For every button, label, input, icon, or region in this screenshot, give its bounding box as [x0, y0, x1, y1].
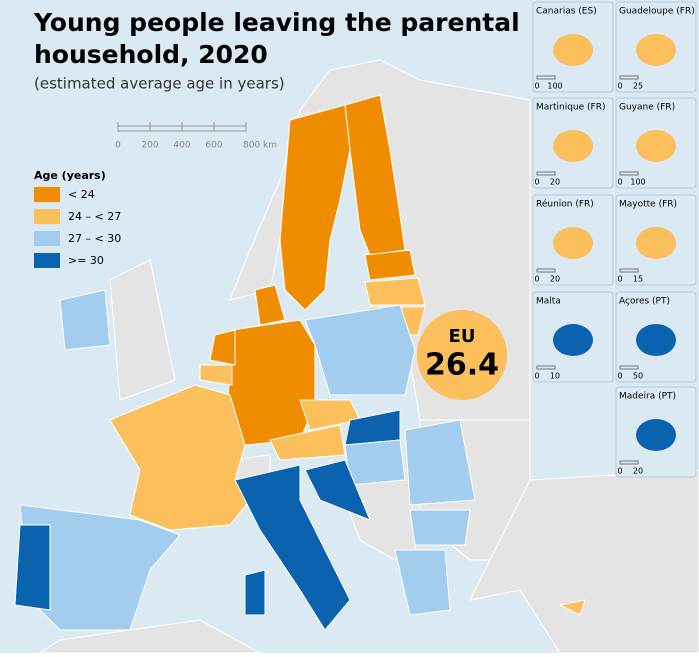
badge-circle [417, 310, 507, 400]
inset-title: Malta [536, 297, 561, 307]
inset-title: Guadeloupe (FR) [619, 7, 695, 17]
region [304, 304, 416, 396]
countries [14, 94, 586, 631]
inset: Madeira (PT) 0 20 [615, 386, 697, 478]
inset-land [553, 130, 593, 162]
inset: Guyane (FR) 0 100 [615, 97, 697, 189]
region [344, 439, 406, 486]
region [364, 249, 416, 281]
region [227, 319, 316, 446]
legend-swatch [34, 187, 60, 202]
region [409, 509, 471, 546]
scale-label: 600 [205, 141, 222, 151]
legend-label: >= 30 [68, 254, 104, 267]
title: Young people leaving the parental househo… [33, 8, 520, 69]
inset-scale [619, 460, 639, 465]
inset-scale-label: 100 [547, 82, 562, 91]
inset-title: Réunion (FR) [536, 199, 594, 210]
badge-value: 26.4 [425, 348, 499, 383]
inset-scale-label: 100 [630, 178, 645, 187]
inset: Canarias (ES) 0 100 [532, 1, 614, 93]
inset-scale [536, 365, 556, 370]
region [244, 569, 266, 616]
legend-label: 24 – < 27 [68, 210, 121, 223]
region [364, 277, 426, 306]
region [279, 104, 351, 311]
inset: Malta 0 10 [532, 291, 614, 383]
inset-title: Guyane (FR) [619, 103, 675, 113]
region [209, 329, 236, 366]
inset-scale-label: 15 [633, 275, 643, 284]
inset-land [553, 34, 593, 66]
inset: Martinique (FR) 0 20 [532, 97, 614, 189]
region [558, 599, 586, 616]
inset-title: Martinique (FR) [536, 103, 605, 113]
inset-title: Madeira (PT) [619, 392, 676, 402]
inset-scale-label: 0 [617, 275, 622, 284]
scale-label: 200 [141, 141, 158, 151]
scale-label: 800 km [243, 141, 277, 151]
legend: Age (years) < 24 24 – < 27 27 – < 30 >= 30 [34, 169, 121, 268]
title-block: Young people leaving the parental househo… [33, 8, 520, 93]
legend-label: 27 – < 30 [68, 232, 121, 245]
inset-land [636, 130, 676, 162]
region [199, 364, 233, 386]
region [304, 459, 371, 521]
region [404, 419, 476, 506]
inset-scale [619, 268, 639, 273]
eu-badge: EU 26.4 [417, 310, 507, 400]
region [14, 524, 51, 611]
legend-title: Age (years) [34, 169, 106, 182]
region [394, 549, 451, 616]
inset-land [636, 324, 676, 356]
region [254, 284, 286, 326]
inset-scale-label: 20 [550, 178, 560, 187]
subtitle: (estimated average age in years) [34, 75, 285, 93]
inset-scale-label: 0 [534, 275, 539, 284]
inset-scale-label: 0 [617, 82, 622, 91]
inset-scale [619, 365, 639, 370]
inset-scale [536, 268, 556, 273]
inset-scale [536, 171, 556, 176]
inset-scale-label: 10 [550, 372, 560, 381]
inset-scale-label: 0 [617, 178, 622, 187]
region [234, 464, 351, 631]
inset-scale [536, 75, 556, 80]
inset-scale-label: 25 [633, 82, 643, 91]
legend-swatch [34, 231, 60, 246]
inset-scale-label: 0 [534, 372, 539, 381]
scale-label: 0 [115, 141, 121, 151]
inset-land [636, 419, 676, 451]
scale-bar: 0 200 400 600 800 km [115, 122, 277, 151]
inset-scale [619, 75, 639, 80]
inset-land [553, 324, 593, 356]
scale-label: 400 [173, 141, 190, 151]
inset-scale-label: 20 [550, 275, 560, 284]
inset-scale-label: 0 [534, 178, 539, 187]
inset-scale [619, 171, 639, 176]
inset-land [553, 227, 593, 259]
badge-label: EU [449, 326, 476, 347]
legend-swatch [34, 209, 60, 224]
inset-scale-label: 0 [617, 372, 622, 381]
inset: Mayotte (FR) 0 15 [615, 194, 697, 286]
inset-scale-label: 20 [633, 467, 643, 476]
inset-scale-label: 0 [534, 82, 539, 91]
inset: Guadeloupe (FR) 0 25 [615, 1, 697, 93]
legend-swatch [34, 253, 60, 268]
inset: Açores (PT) 0 50 [615, 291, 697, 383]
inset-land [636, 227, 676, 259]
inset-title: Açores (PT) [619, 297, 670, 307]
inset-land [636, 34, 676, 66]
inset-title: Canarias (ES) [536, 7, 597, 17]
inset: Réunion (FR) 0 20 [532, 194, 614, 286]
inset-scale-label: 50 [633, 372, 643, 381]
region [59, 289, 111, 351]
inset-scale-label: 0 [617, 467, 622, 476]
legend-label: < 24 [68, 188, 95, 201]
inset-title: Mayotte (FR) [619, 200, 677, 210]
region [269, 424, 346, 461]
